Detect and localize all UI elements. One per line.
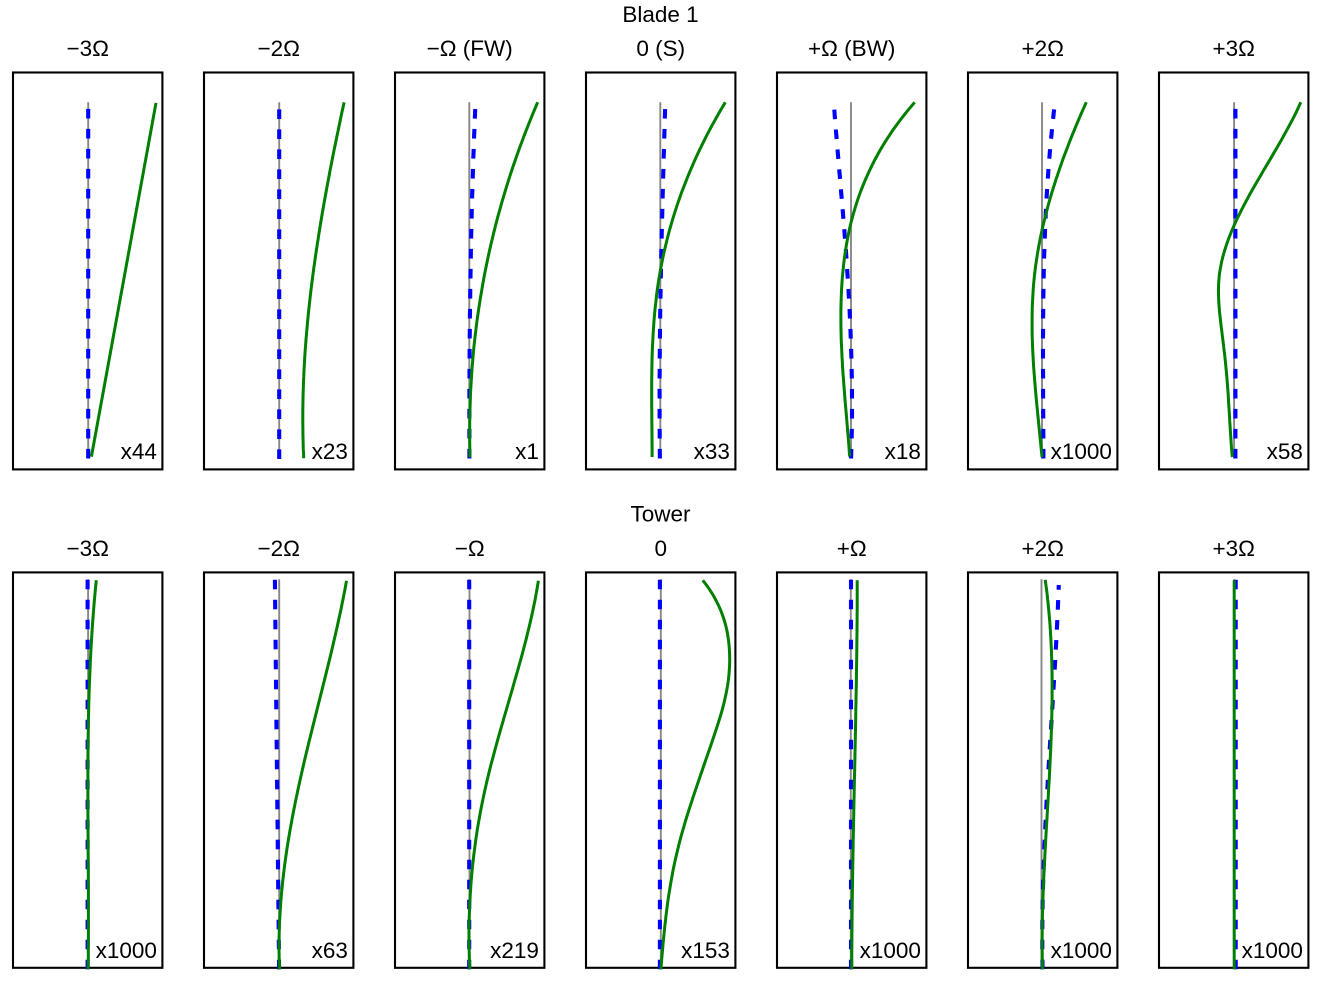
svg-text:x33: x33 [694,439,730,464]
svg-text:x44: x44 [121,439,157,464]
svg-text:x219: x219 [490,938,539,963]
svg-text:+3Ω: +3Ω [1212,36,1254,61]
svg-text:x1: x1 [515,439,539,464]
svg-text:x153: x153 [681,938,730,963]
svg-text:x1000: x1000 [96,938,157,963]
svg-text:+Ω (BW): +Ω (BW) [808,36,895,61]
svg-text:−2Ω: −2Ω [257,36,299,61]
svg-text:x1000: x1000 [1242,938,1303,963]
svg-text:x1000: x1000 [1051,938,1112,963]
svg-text:+Ω: +Ω [837,536,867,561]
svg-text:+2Ω: +2Ω [1021,36,1063,61]
svg-text:−Ω (FW): −Ω (FW) [427,36,513,61]
svg-text:x1000: x1000 [860,938,921,963]
svg-text:Blade 1: Blade 1 [622,2,698,27]
svg-text:−2Ω: −2Ω [257,536,299,561]
svg-text:0 (S): 0 (S) [636,36,685,61]
svg-text:+3Ω: +3Ω [1212,536,1254,561]
svg-text:−Ω: −Ω [455,536,485,561]
svg-text:x1000: x1000 [1051,439,1112,464]
svg-text:x63: x63 [312,938,348,963]
svg-text:+2Ω: +2Ω [1021,536,1063,561]
svg-text:−3Ω: −3Ω [66,36,108,61]
svg-text:0: 0 [654,536,667,561]
svg-text:x58: x58 [1267,439,1303,464]
svg-text:x18: x18 [885,439,921,464]
svg-text:x23: x23 [312,439,348,464]
svg-text:Tower: Tower [630,502,691,527]
svg-text:−3Ω: −3Ω [66,536,108,561]
